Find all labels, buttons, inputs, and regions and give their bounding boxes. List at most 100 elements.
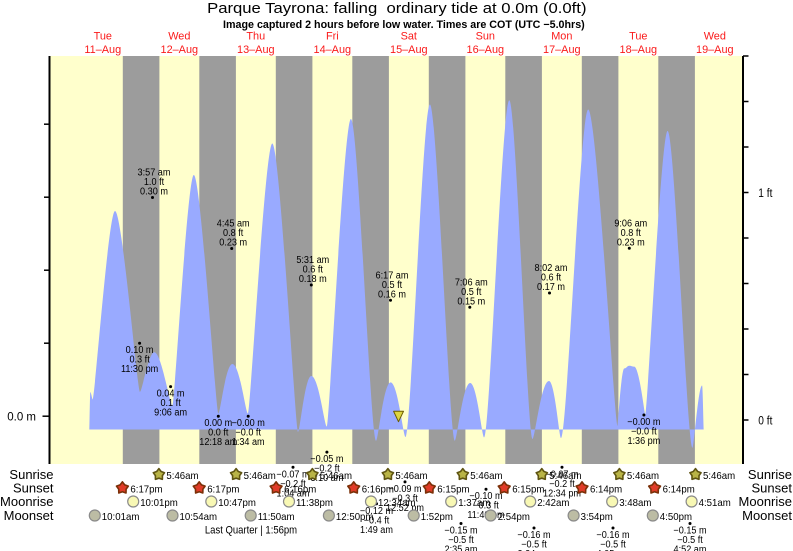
- svg-text:Fri: Fri: [326, 30, 339, 42]
- svg-text:Tue: Tue: [94, 30, 112, 42]
- svg-text:1.0 ft: 1.0 ft: [144, 177, 165, 188]
- svg-text:−0.09 m: −0.09 m: [388, 484, 421, 495]
- svg-text:0.5 ft: 0.5 ft: [461, 287, 482, 298]
- svg-text:6:16pm: 6:16pm: [362, 484, 394, 496]
- svg-text:4:50pm: 4:50pm: [660, 511, 692, 523]
- svg-text:−0.5 ft: −0.5 ft: [521, 540, 547, 551]
- svg-text:14–Aug: 14–Aug: [314, 44, 352, 56]
- svg-text:−0.16 m: −0.16 m: [596, 530, 629, 541]
- svg-text:0.6 ft: 0.6 ft: [541, 273, 562, 284]
- svg-text:8:02 am: 8:02 am: [535, 263, 568, 274]
- svg-text:0.23 m: 0.23 m: [219, 238, 247, 249]
- svg-text:Image captured 2 hours before: Image captured 2 hours before low water.…: [223, 19, 585, 31]
- svg-text:Sunrise: Sunrise: [9, 467, 53, 482]
- svg-text:5:46am: 5:46am: [320, 470, 352, 482]
- svg-text:0.17 m: 0.17 m: [537, 282, 565, 293]
- svg-text:5:46am: 5:46am: [470, 470, 502, 482]
- svg-text:18–Aug: 18–Aug: [620, 44, 658, 56]
- svg-text:−0.5 ft: −0.5 ft: [448, 535, 474, 546]
- svg-text:0.23 m: 0.23 m: [617, 238, 645, 249]
- svg-text:1 ft: 1 ft: [758, 188, 773, 200]
- svg-text:1:36 pm: 1:36 pm: [627, 436, 660, 447]
- svg-text:2:42am: 2:42am: [537, 497, 569, 509]
- svg-text:5:46am: 5:46am: [627, 470, 659, 482]
- svg-text:12:50pm: 12:50pm: [336, 511, 374, 523]
- svg-text:4:45 am: 4:45 am: [217, 219, 250, 230]
- svg-text:Parque Tayrona: falling ordin: Parque Tayrona: falling ordinary tide at…: [207, 0, 586, 17]
- svg-text:Sunset: Sunset: [13, 481, 54, 496]
- svg-text:0.8 ft: 0.8 ft: [223, 228, 244, 239]
- svg-text:−0.5 ft: −0.5 ft: [600, 540, 626, 551]
- svg-text:Sat: Sat: [401, 30, 417, 42]
- svg-text:12:52 pm: 12:52 pm: [386, 503, 424, 514]
- svg-text:3:54pm: 3:54pm: [581, 511, 613, 523]
- svg-text:Moonset: Moonset: [4, 508, 54, 523]
- svg-text:19–Aug: 19–Aug: [696, 44, 734, 56]
- svg-text:−0.12 m: −0.12 m: [360, 506, 393, 517]
- svg-text:Tue: Tue: [629, 30, 647, 42]
- svg-text:6:17pm: 6:17pm: [130, 484, 162, 496]
- svg-text:5:46am: 5:46am: [703, 470, 735, 482]
- svg-text:−0.10 m: −0.10 m: [469, 491, 502, 502]
- svg-text:15–Aug: 15–Aug: [390, 44, 428, 56]
- svg-text:4:51am: 4:51am: [699, 497, 731, 509]
- svg-text:4:52 am: 4:52 am: [674, 545, 707, 551]
- svg-text:1:52pm: 1:52pm: [421, 511, 453, 523]
- svg-text:12:34 pm: 12:34 pm: [543, 488, 581, 499]
- svg-text:6:14pm: 6:14pm: [663, 484, 695, 496]
- svg-text:5:31 am: 5:31 am: [296, 255, 329, 266]
- svg-text:−0.2 ft: −0.2 ft: [314, 464, 340, 475]
- svg-text:4:05 am: 4:05 am: [597, 549, 630, 551]
- svg-text:Wed: Wed: [168, 30, 190, 42]
- svg-text:0.04 m: 0.04 m: [157, 389, 185, 400]
- svg-text:7:06 am: 7:06 am: [455, 278, 488, 289]
- svg-text:Sun: Sun: [476, 30, 495, 42]
- svg-text:0.10 m: 0.10 m: [126, 345, 154, 356]
- svg-text:11:38pm: 11:38pm: [296, 497, 333, 509]
- svg-text:11:50am: 11:50am: [258, 511, 295, 523]
- svg-text:Moonrise: Moonrise: [0, 494, 53, 509]
- svg-text:3:48am: 3:48am: [619, 497, 651, 509]
- svg-text:1:04 am: 1:04 am: [277, 488, 310, 499]
- svg-text:−0.05 m: −0.05 m: [310, 454, 343, 465]
- svg-text:−0.07 m: −0.07 m: [276, 469, 309, 480]
- svg-text:0.16 m: 0.16 m: [378, 290, 406, 301]
- svg-text:5:46am: 5:46am: [166, 470, 198, 482]
- svg-text:3:24 am: 3:24 am: [518, 549, 551, 551]
- svg-text:0.8 ft: 0.8 ft: [621, 228, 642, 239]
- svg-text:9:06 am: 9:06 am: [154, 408, 187, 419]
- svg-text:12:34am: 12:34am: [378, 497, 416, 509]
- svg-text:6:14pm: 6:14pm: [590, 484, 622, 496]
- svg-text:−0.15 m: −0.15 m: [673, 526, 706, 537]
- svg-text:13–Aug: 13–Aug: [237, 44, 275, 56]
- svg-text:12–Aug: 12–Aug: [161, 44, 199, 56]
- svg-text:−0.5 ft: −0.5 ft: [677, 535, 703, 546]
- svg-text:6:17 am: 6:17 am: [376, 271, 409, 282]
- svg-text:−0.3 ft: −0.3 ft: [392, 493, 418, 504]
- svg-text:−0.07 m: −0.07 m: [545, 469, 578, 480]
- svg-text:6:17pm: 6:17pm: [207, 484, 239, 496]
- svg-text:−0.0 ft: −0.0 ft: [631, 427, 657, 438]
- svg-text:0.18 m: 0.18 m: [299, 274, 327, 285]
- svg-text:−0.4 ft: −0.4 ft: [364, 515, 390, 526]
- svg-text:3:57 am: 3:57 am: [138, 168, 171, 179]
- svg-text:0.0 m: 0.0 m: [7, 412, 36, 424]
- svg-text:6:15pm: 6:15pm: [512, 484, 544, 496]
- svg-text:16–Aug: 16–Aug: [467, 44, 505, 56]
- svg-text:0 ft: 0 ft: [758, 415, 773, 427]
- svg-text:11:30 pm: 11:30 pm: [121, 364, 158, 375]
- svg-text:9:06 am: 9:06 am: [614, 219, 647, 230]
- svg-text:−0.00 m: −0.00 m: [232, 418, 265, 429]
- svg-text:6:15pm: 6:15pm: [437, 484, 469, 496]
- svg-text:−0.3 ft: −0.3 ft: [473, 501, 499, 512]
- svg-text:1:37am: 1:37am: [458, 497, 490, 509]
- svg-text:Thu: Thu: [246, 30, 265, 42]
- svg-text:6:16pm: 6:16pm: [284, 484, 316, 496]
- svg-text:Wed: Wed: [704, 30, 726, 42]
- svg-text:0.15 m: 0.15 m: [457, 297, 485, 308]
- svg-text:1:49 am: 1:49 am: [360, 525, 393, 536]
- svg-text:2:54pm: 2:54pm: [498, 511, 530, 523]
- svg-text:5:46am: 5:46am: [395, 470, 427, 482]
- svg-text:−0.2 ft: −0.2 ft: [280, 479, 306, 490]
- svg-text:0.3 ft: 0.3 ft: [129, 355, 150, 366]
